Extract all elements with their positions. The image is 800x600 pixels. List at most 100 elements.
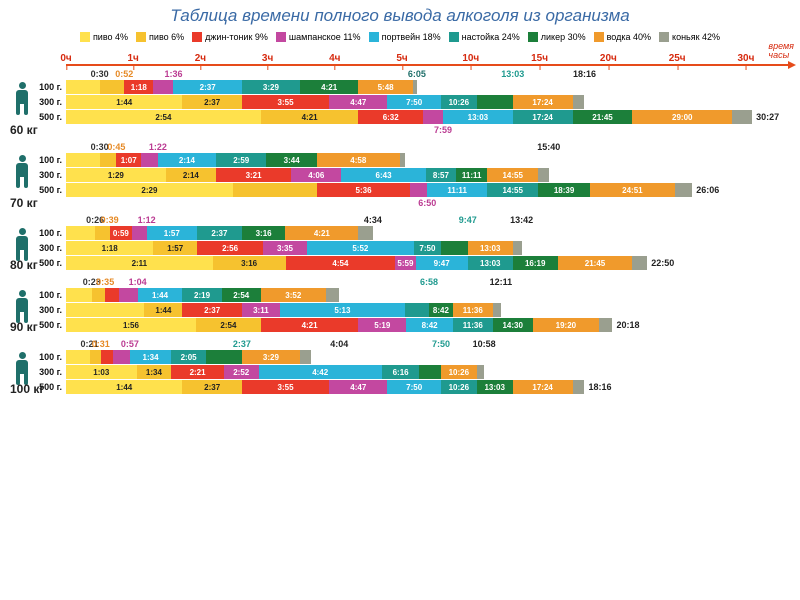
bar-segment [675, 183, 692, 197]
bar-segment: 3:52 [261, 288, 326, 302]
bar-segment: 4:06 [291, 168, 341, 182]
axis-tick: 1ч [128, 53, 139, 64]
annotation-label: 13:42 [510, 215, 533, 225]
bar-segment [400, 153, 405, 167]
bar: 1:562:544:215:198:4211:3614:3019:2020:18 [66, 318, 612, 332]
weight-group: 100 кг0:210:310:572:374:047:5010:58100 г… [66, 338, 790, 394]
bar-row: 500 г.2:295:3611:1114:5518:3924:5126:06 [66, 183, 790, 197]
row-label: 300 г. [36, 305, 66, 315]
legend-item: водка 40% [594, 32, 651, 42]
bar-segment: 8:57 [426, 168, 457, 182]
weight-label: 90 кг [10, 320, 38, 334]
bar-row: 500 г.2:113:164:545:599:4713:0316:1921:4… [66, 256, 790, 270]
bar-segment: 17:24 [513, 95, 573, 109]
row-label: 300 г. [36, 243, 66, 253]
axis-tick: 3ч [262, 53, 273, 64]
row-label: 300 г. [36, 170, 66, 180]
bar: 1:442:192:543:52 [66, 288, 339, 302]
chart-title: Таблица времени полного вывода алкоголя … [10, 6, 790, 26]
annotation-label: 18:16 [573, 69, 596, 79]
axis-tick: 25ч [669, 53, 686, 64]
row-label: 500 г. [36, 112, 66, 122]
time-axis: времячасы 0ч1ч2ч3ч4ч5ч10ч15ч20ч25ч30ч [66, 48, 790, 66]
bar-segment [419, 365, 441, 379]
bar-segment: 13:03 [477, 380, 513, 394]
axis-tick: 30ч [737, 53, 754, 64]
bar-segment [538, 168, 548, 182]
end-label: 30:27 [752, 110, 779, 124]
row-label: 100 г. [36, 82, 66, 92]
bar-segment: 16:19 [513, 256, 558, 270]
bar-segment: 4:21 [300, 80, 358, 94]
annotation-label: 2:37 [233, 339, 251, 349]
bar-segment [132, 226, 147, 240]
bar-segment: 13:03 [468, 241, 513, 255]
bar-segment [477, 365, 484, 379]
bar-segment: 9:47 [416, 256, 468, 270]
weight-label: 70 кг [10, 196, 38, 210]
bar-row: 300 г.1:442:373:115:138:4211:36 [66, 303, 790, 317]
row-label: 500 г. [36, 258, 66, 268]
annotation-label: 15:40 [537, 142, 560, 152]
bar-segment [358, 226, 373, 240]
bar-segment: 2:54 [66, 110, 261, 124]
bar-segment: 11:11 [427, 183, 487, 197]
annotation-label: 0:30 [91, 69, 109, 79]
bar-segment: 11:36 [453, 318, 493, 332]
bar-segment [119, 288, 138, 302]
bar-segment: 4:21 [261, 318, 358, 332]
bar-segment: 19:20 [533, 318, 599, 332]
bar-segment: 1:57 [153, 241, 197, 255]
bar-segment [573, 380, 585, 394]
annotation-label: 6:50 [418, 198, 436, 208]
bar-segment [66, 303, 144, 317]
bar-segment: 14:55 [487, 168, 538, 182]
bar-segment [477, 95, 513, 109]
bar-row: 300 г.1:181:572:563:355:527:5013:03 [66, 241, 790, 255]
legend-label: ликер 30% [541, 32, 586, 42]
bar-segment [632, 256, 647, 270]
bar-segment: 2:37 [182, 303, 241, 317]
annotation-label: 1:36 [165, 69, 183, 79]
end-label: 26:06 [692, 183, 719, 197]
bar-segment: 3:44 [266, 153, 316, 167]
bar: 1:292:143:214:066:438:5711:1114:55 [66, 168, 549, 182]
bar-segment: 0:59 [110, 226, 132, 240]
bar-segment: 2:11 [66, 256, 213, 270]
axis-tick: 20ч [600, 53, 617, 64]
bar-segment: 1:34 [137, 365, 172, 379]
bar-segment [90, 350, 101, 364]
bar-segment: 5:19 [358, 318, 406, 332]
bar-segment [100, 153, 117, 167]
annotation-label: 7:50 [432, 339, 450, 349]
bar-segment: 11:11 [456, 168, 487, 182]
bar-segment: 17:24 [513, 380, 573, 394]
bar-segment: 2:54 [196, 318, 261, 332]
bar-segment: 13:03 [443, 110, 513, 124]
person-icon [14, 290, 30, 324]
legend-item: джин-тоник 9% [192, 32, 268, 42]
bar-row: 300 г.1:442:373:554:477:5010:2617:24 [66, 95, 790, 109]
annotation-label: 1:12 [138, 215, 156, 225]
bar-segment: 3:35 [263, 241, 307, 255]
row-label: 300 г. [36, 367, 66, 377]
bar: 2:113:164:545:599:4713:0316:1921:4522:50 [66, 256, 647, 270]
bar: 1:442:373:115:138:4211:36 [66, 303, 501, 317]
bar-segment: 5:36 [317, 183, 410, 197]
bar-segment: 4:47 [329, 380, 387, 394]
bar-segment [732, 110, 752, 124]
annotation-label: 1:22 [149, 142, 167, 152]
annotation-label: 7:59 [434, 125, 452, 135]
bar-segment: 1:44 [138, 288, 183, 302]
annotation-label: 9:47 [459, 215, 477, 225]
bar: 1:181:572:563:355:527:5013:03 [66, 241, 522, 255]
bar-segment: 17:24 [513, 110, 573, 124]
bar-segment: 1:44 [66, 380, 182, 394]
bar-segment [153, 80, 173, 94]
bar-row: 100 г.0:591:572:373:164:21 [66, 226, 790, 240]
bar-segment: 2:29 [66, 183, 233, 197]
bar-segment: 2:14 [158, 153, 216, 167]
row-label: 100 г. [36, 228, 66, 238]
bar-row: 100 г.1:182:373:294:215:48 [66, 80, 790, 94]
bar-segment: 2:56 [197, 241, 263, 255]
